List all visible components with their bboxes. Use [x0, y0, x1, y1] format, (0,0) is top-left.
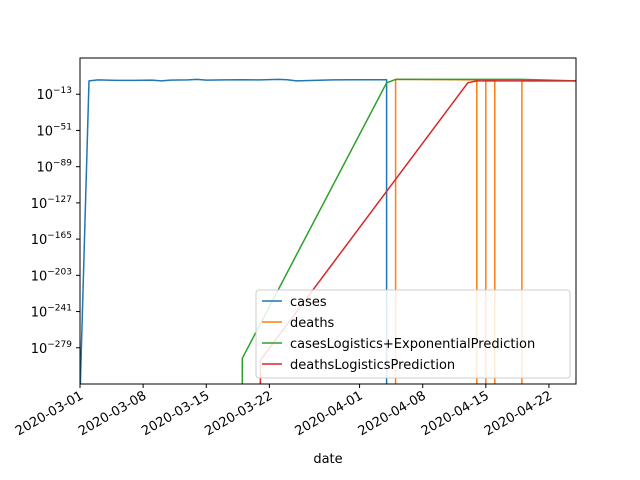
y-tick-exponent: −51 — [53, 122, 72, 132]
plot-frame — [79, 57, 577, 385]
y-tick-base: 10 — [31, 306, 48, 321]
y-tick-label: 10−203 — [31, 267, 72, 284]
legend-label: deathsLogisticsPrediction — [290, 358, 455, 373]
y-tick-exponent: −127 — [47, 195, 72, 205]
y-tick-base: 10 — [36, 161, 53, 176]
legend-box — [255, 289, 571, 379]
y-axis: 10−1310−5110−8910−12710−16510−20310−2411… — [31, 86, 80, 357]
y-tick-base: 10 — [31, 342, 48, 357]
y-tick-exponent: −165 — [47, 231, 72, 241]
y-tick-exponent: −241 — [47, 304, 72, 314]
series-line-0 — [80, 78, 388, 384]
y-tick-base: 10 — [36, 124, 53, 139]
y-tick-label: 10−279 — [31, 340, 73, 357]
x-axis-label: date — [313, 452, 342, 467]
y-tick-label: 10−89 — [36, 159, 72, 176]
legend-label: cases — [290, 295, 327, 310]
y-tick-base: 10 — [31, 233, 48, 248]
y-tick-exponent: −89 — [53, 159, 72, 169]
legend-label: deaths — [290, 316, 335, 331]
y-tick-label: 10−127 — [31, 195, 72, 212]
y-tick-label: 10−241 — [31, 304, 72, 321]
y-tick-base: 10 — [31, 197, 48, 212]
series-line-2 — [241, 78, 576, 384]
y-tick-base: 10 — [31, 269, 48, 284]
y-tick-exponent: −203 — [47, 267, 72, 277]
y-tick-base: 10 — [36, 88, 53, 103]
y-tick-label: 10−165 — [31, 231, 72, 248]
y-tick-label: 10−13 — [36, 86, 72, 103]
y-tick-exponent: −279 — [47, 340, 72, 350]
legend: cases deaths casesLogistics+ExponentialPre… — [255, 289, 571, 379]
y-tick-label: 10−51 — [36, 122, 72, 139]
y-tick-exponent: −13 — [53, 86, 72, 96]
legend-label: casesLogistics+ExponentialPrediction — [290, 337, 535, 352]
